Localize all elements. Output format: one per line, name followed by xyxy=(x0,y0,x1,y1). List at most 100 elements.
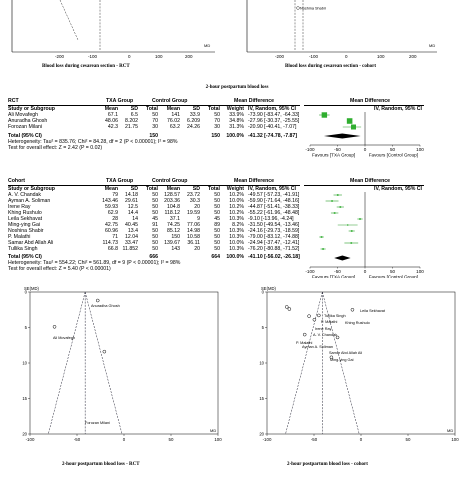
middle-caption: 2-hour postpartum blood loss xyxy=(205,85,269,90)
funnel-study-label: Ali Movafegh xyxy=(53,336,75,340)
cohort-cell: 66.8 xyxy=(107,246,118,252)
study-marker xyxy=(350,230,353,232)
rct-heterogeneity: Heterogeneity: Tau² = 835.76; Chi² = 84.… xyxy=(8,139,178,145)
top-left-md-label: MD xyxy=(204,43,210,48)
funnel-left-limit xyxy=(285,291,323,435)
funnel-right-limit xyxy=(84,291,123,435)
cohort-cell: 13.4 xyxy=(127,228,138,234)
cohort-cell: 50 xyxy=(214,240,220,246)
cohort-cell: 91 xyxy=(152,222,158,228)
cohort-txa-header: TXA Group xyxy=(106,178,134,184)
cohort-col-mean2: Mean xyxy=(166,186,180,192)
rct-cell: -20.90 [-40.41, -7.07] xyxy=(248,124,297,130)
cohort-cell: 50 xyxy=(214,228,220,234)
cohort-study: A. V. Chandak xyxy=(8,192,41,198)
cohort-cell: 50 xyxy=(152,246,158,252)
study-marker xyxy=(331,200,333,202)
funnel-x-tick-label: -100 xyxy=(263,437,272,442)
cohort-cell: 45 xyxy=(214,216,220,222)
funnel-x-tick-label: 0 xyxy=(123,437,126,442)
funnel-x-tick-label: -100 xyxy=(26,437,35,442)
rct-ci-header-right: IV, Random, 95% CI xyxy=(374,106,422,112)
cohort-col-ci: IV, Random, 95% CI xyxy=(248,186,296,192)
cohort-cell: 10.3% xyxy=(229,228,244,234)
study-marker xyxy=(321,112,328,118)
forest-tick-label: 0 xyxy=(364,147,367,152)
rct-col-sd1: SD xyxy=(130,106,138,112)
cohort-cell: 30.3 xyxy=(189,198,200,204)
cohort-total-n2: 664 xyxy=(211,254,220,260)
cohort-col-mean1: Mean xyxy=(104,186,118,192)
funnel-study-label: Anuradha Ghosh xyxy=(91,304,120,308)
cohort-cell: 40.45 xyxy=(125,222,138,228)
cohort-cell: 28 xyxy=(112,216,118,222)
rct-total-n2: 150 xyxy=(211,133,220,139)
cohort-cell: 50 xyxy=(214,192,220,198)
rct-ctrl-header: Control Group xyxy=(152,98,188,104)
cohort-cell: 79 xyxy=(112,192,118,198)
funnel-study-label: Leila Sekhavat xyxy=(360,309,386,313)
cohort-study: Khing Rushulo xyxy=(8,210,42,216)
cohort-cell: 10.58 xyxy=(187,234,200,240)
rct-md-header: Mean Difference xyxy=(234,98,275,104)
cohort-heterogeneity: Heterogeneity: Tau² = 554.22; Chi² = 561… xyxy=(8,260,181,266)
bottom-funnel-cohort: SE(MD) 0 5 10 15 20 -100 -50 0 50 100 MD Leila Sekha… xyxy=(237,284,474,474)
summary-diamond xyxy=(334,255,351,261)
cohort-cell: 9 xyxy=(197,216,200,222)
rct-cell: 76.02 xyxy=(167,118,180,124)
cohort-cell: 14 xyxy=(132,216,138,222)
cohort-group-label: Cohort xyxy=(8,178,25,184)
rct-cell: 21.75 xyxy=(125,124,138,130)
table-row: Tullika Singh 66.8 11.852 50 143 20 50 10.3% -76… xyxy=(6,246,316,252)
cohort-study: Samar Abd Allah Ali xyxy=(8,240,54,246)
cohort-col-total2: Total xyxy=(207,186,220,192)
funnel-y-tick-label: 0 xyxy=(25,290,28,295)
cohort-study: Ayman A. Soliman xyxy=(8,198,51,204)
top-right-annotation: Noshina Shabir xyxy=(300,7,327,11)
funnel-point xyxy=(350,308,355,312)
cohort-cell: 150 xyxy=(171,234,180,240)
cohort-ci-header-right: IV, Random, 95% CI xyxy=(374,186,422,192)
rct-group-label: RCT xyxy=(8,98,19,104)
cohort-cell: 85.12 xyxy=(167,228,180,234)
funnel-point xyxy=(312,317,317,322)
funnel-y-tick-label: 15 xyxy=(22,396,27,401)
rct-col-weight: Weight xyxy=(226,106,244,112)
cohort-cell: 10.2% xyxy=(229,210,244,216)
cohort-cell: -79.00 [-83.12, -74.88] xyxy=(248,234,300,240)
cohort-cell: 10.3% xyxy=(229,246,244,252)
cohort-total-weight: 100.0% xyxy=(226,254,244,260)
summary-diamond xyxy=(323,133,361,139)
cohort-md-header: Mean Difference xyxy=(234,178,275,184)
top-funnel-right-svg: Noshina Shabir -200 -100 0 100 200 MD xyxy=(246,0,437,59)
top-left-tick-3: 100 xyxy=(155,54,163,59)
funnel-frame xyxy=(266,291,456,435)
study-marker xyxy=(320,236,323,238)
rct-cell: 8.202 xyxy=(125,118,138,124)
rct-cell: 70 xyxy=(152,118,158,124)
top-right-tick-3: 100 xyxy=(377,54,385,59)
forest-tick-label: -100 xyxy=(305,269,315,274)
funnel-y-tick-label: 5 xyxy=(25,325,28,330)
cohort-cell: 14.18 xyxy=(125,192,138,198)
top-left-tick-4: 200 xyxy=(185,54,193,59)
funnel-y-tick-label: 10 xyxy=(22,361,27,366)
table-row: A. V. Chandak 79 14.18 50 128.57 23.72 50 10.2%… xyxy=(6,192,316,198)
rct-cell: 24.26 xyxy=(187,124,200,130)
top-left-caption: Blood loss during cesarean section - RCT xyxy=(42,64,130,69)
cohort-cell: 37.1 xyxy=(169,216,180,222)
cohort-cell: 50 xyxy=(214,198,220,204)
rct-cell: 6.209 xyxy=(187,118,200,124)
cohort-cell: -24.16 [-29.73, -18.59] xyxy=(248,228,300,234)
table-row: Samar Abd Allah Ali 114.73 33.47 50 139.67 36… xyxy=(6,240,316,246)
funnel-point xyxy=(307,314,311,318)
favours-left-label: Favours [TXA Group] xyxy=(312,275,355,279)
cohort-total-ci: -41.10 [-56.02, -26.18] xyxy=(248,254,300,260)
cohort-cell: 50 xyxy=(152,204,158,210)
cohort-cell: -9.10 [-13.96, -4.24] xyxy=(248,216,294,222)
funnel-x-tick-label: 100 xyxy=(214,437,222,442)
funnel-point xyxy=(287,307,292,311)
cohort-cell: 50 xyxy=(214,246,220,252)
cohort-ctrl-header: Control Group xyxy=(152,178,188,184)
table-row: Ming-ying Gai 42.75 40.45 91 74.25 77.06 89 8.2… xyxy=(6,222,316,228)
